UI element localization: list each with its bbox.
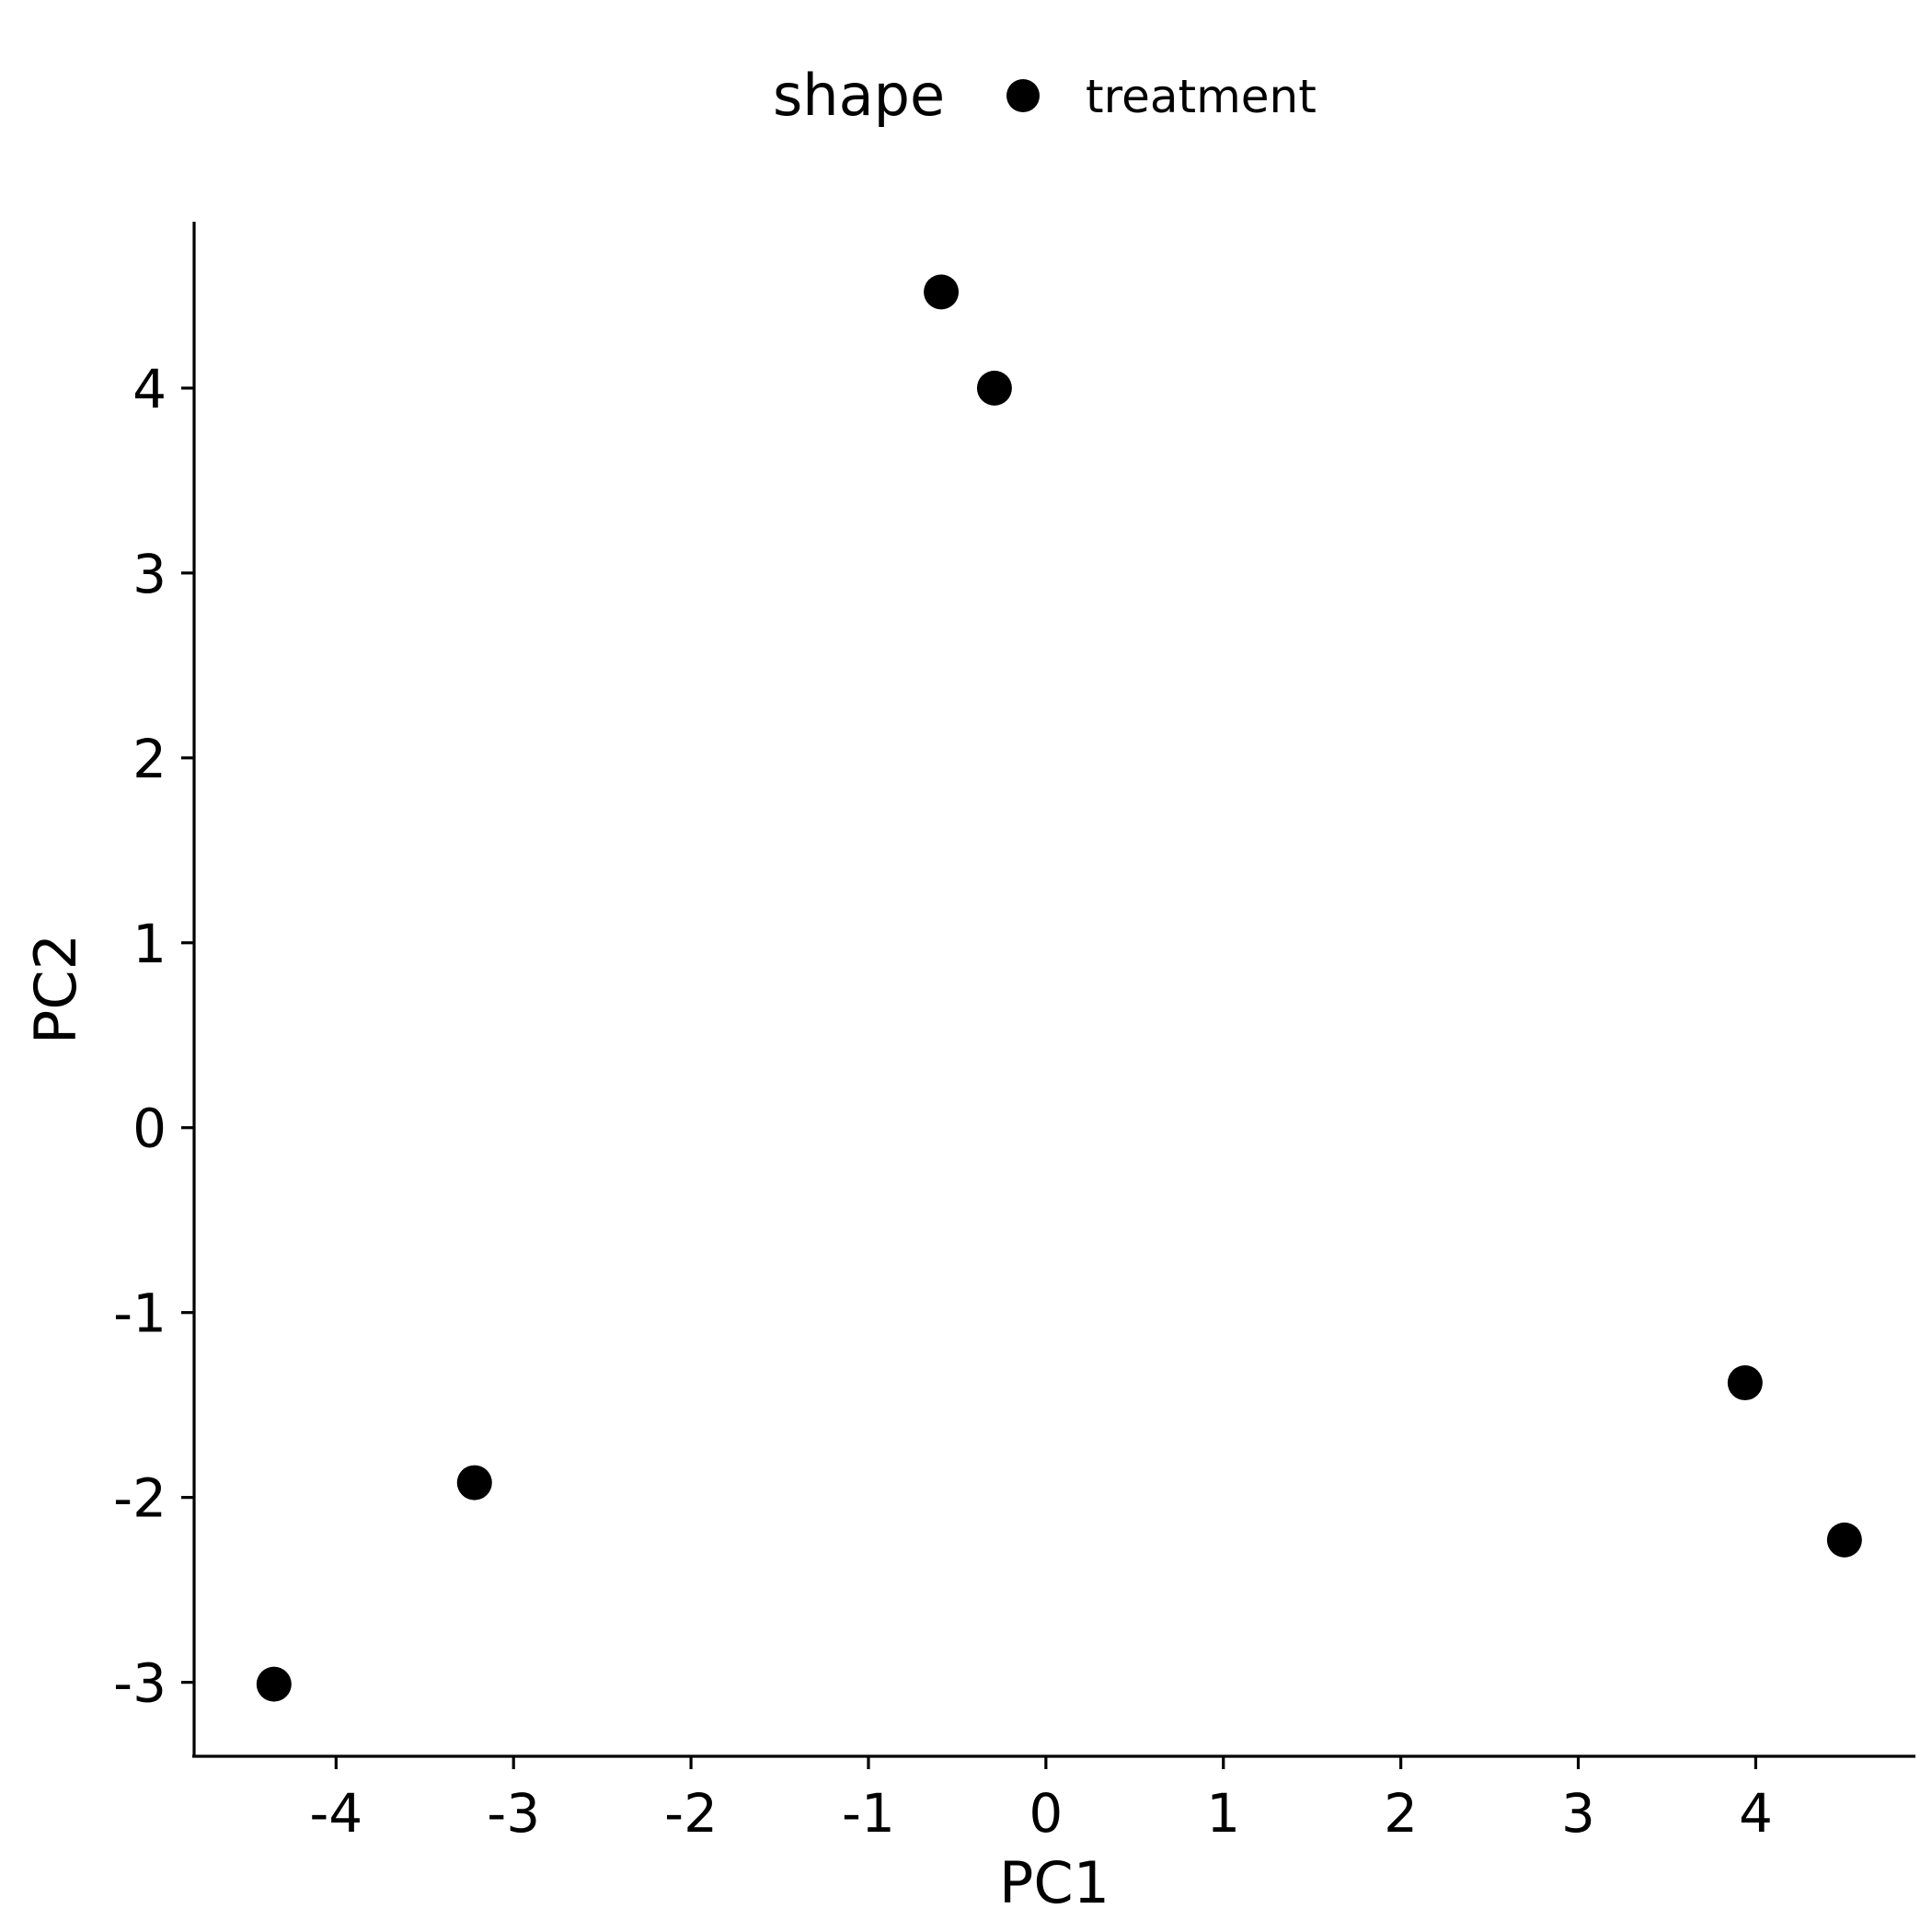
x-tick-label: -1 xyxy=(842,1782,895,1845)
x-tick-label: -3 xyxy=(487,1782,540,1845)
y-tick-label: 2 xyxy=(132,728,167,790)
y-tick-label: 3 xyxy=(132,543,167,605)
data-point-treatment xyxy=(1727,1365,1763,1401)
y-tick-label: -1 xyxy=(113,1282,167,1345)
y-ticks: -3 -2 -1 0 1 2 3 4 xyxy=(113,358,194,1715)
x-tick-label: 3 xyxy=(1561,1782,1595,1845)
legend-marker-treatment xyxy=(1006,79,1040,112)
y-tick-label: -2 xyxy=(113,1467,167,1530)
y-tick-label: 0 xyxy=(132,1098,167,1160)
y-axis-title: PC2 xyxy=(22,934,89,1044)
x-tick-label: -2 xyxy=(664,1782,718,1845)
legend-label-treatment: treatment xyxy=(1086,70,1317,123)
x-tick-label: 0 xyxy=(1029,1782,1063,1845)
axes: -4 -3 -2 -1 0 1 2 3 4 -3 -2 -1 0 1 2 3 4 xyxy=(113,222,1915,1845)
legend: shape treatment xyxy=(773,62,1317,129)
data-point-treatment xyxy=(1826,1522,1862,1558)
data-point-treatment xyxy=(456,1465,492,1501)
legend-title: shape xyxy=(773,62,945,129)
x-tick-label: 1 xyxy=(1206,1782,1240,1845)
y-tick-label: -3 xyxy=(113,1652,167,1715)
x-tick-label: -4 xyxy=(309,1782,362,1845)
x-tick-label: 2 xyxy=(1384,1782,1418,1845)
x-ticks: -4 -3 -2 -1 0 1 2 3 4 xyxy=(309,1756,1773,1845)
x-axis-title: PC1 xyxy=(999,1849,1110,1916)
y-tick-label: 4 xyxy=(132,358,167,420)
data-points xyxy=(256,274,1862,1702)
y-tick-label: 1 xyxy=(132,913,167,975)
data-point-treatment xyxy=(924,274,960,310)
data-point-treatment xyxy=(976,370,1012,406)
x-tick-label: 4 xyxy=(1739,1782,1773,1845)
data-point-treatment xyxy=(256,1666,292,1702)
